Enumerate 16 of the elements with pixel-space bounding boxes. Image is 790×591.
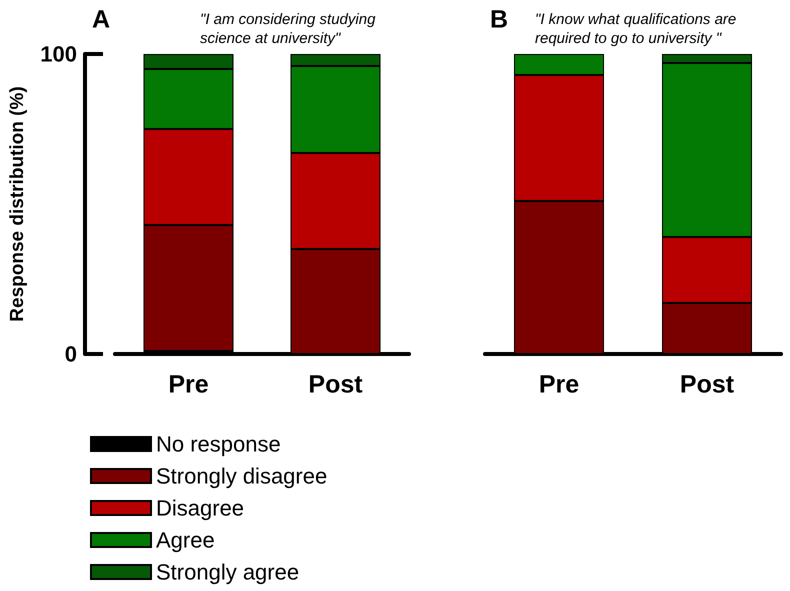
chart-subtitle: "I am considering studying science at university": [200, 11, 376, 47]
y-axis-title: Response distribution (%): [7, 86, 28, 322]
chart-title: B: [490, 6, 508, 34]
y-tick-label: 0: [64, 342, 77, 366]
legend-label: Strongly disagree: [156, 464, 328, 488]
x-tick-label: Post: [680, 370, 735, 398]
chart-title: A: [92, 6, 110, 34]
legend-label: Strongly agree: [156, 560, 300, 584]
legend-label: Disagree: [156, 496, 244, 520]
x-tick-label: Post: [308, 370, 364, 398]
y-tick-label: 100: [40, 42, 77, 66]
legend-label: No response: [156, 432, 281, 456]
x-tick-label: Pre: [168, 370, 209, 398]
x-tick-label: Pre: [538, 370, 580, 398]
chart-subtitle: "I know what qualifications are required to go to university ": [535, 11, 736, 47]
legend-label: Agree: [156, 528, 215, 552]
